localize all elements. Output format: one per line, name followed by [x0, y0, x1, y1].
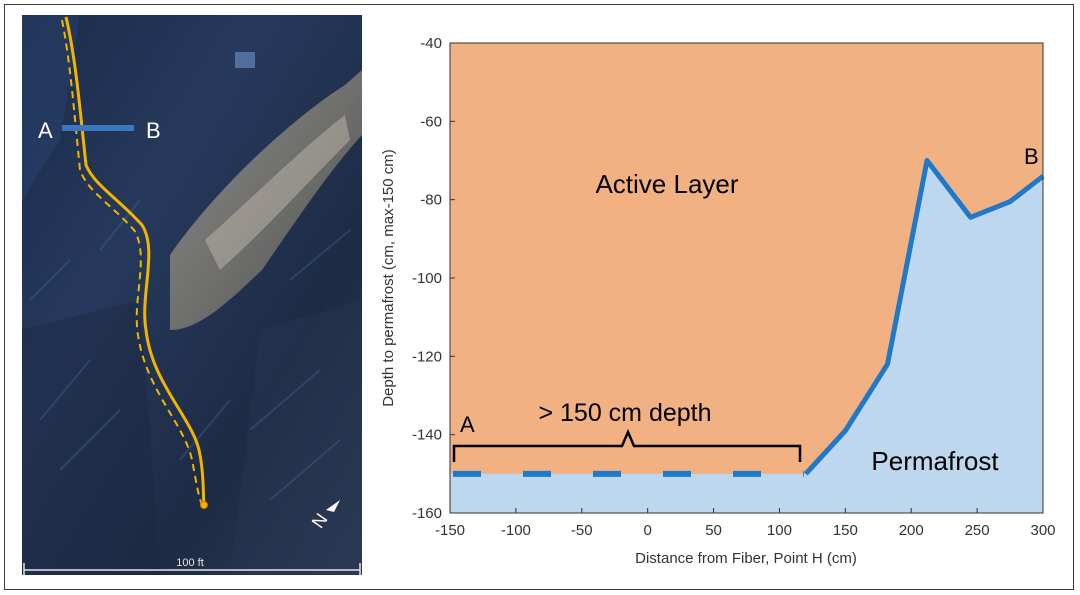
x-tick-label: 100 [767, 522, 792, 539]
y-tick-label: -80 [420, 192, 442, 209]
x-tick-label: 150 [833, 522, 858, 539]
y-tick-label: -60 [420, 113, 442, 130]
scale-bar: 100 ft [23, 557, 361, 577]
active-layer-label: Active Layer [595, 169, 738, 199]
cable-trace-dashed [61, 19, 203, 506]
x-tick-label: 0 [643, 522, 651, 539]
brace-label: > 150 cm depth [538, 399, 711, 427]
y-axis-label: Depth to permafrost (cm, max-150 cm) [380, 149, 397, 407]
x-tick-label: -150 [435, 522, 465, 539]
permafrost-label: Permafrost [871, 446, 999, 476]
permafrost-region [450, 160, 1043, 513]
x-axis-ticks: -150 -100 -50 0 50 100 150 200 250 300 [435, 508, 1056, 539]
y-tick-label: -40 [420, 35, 442, 52]
x-tick-label: -50 [571, 522, 593, 539]
photo-label-a: A [38, 118, 53, 143]
x-tick-label: 50 [705, 522, 722, 539]
y-tick-label: -140 [412, 427, 442, 444]
x-tick-label: 200 [899, 522, 924, 539]
x-tick-label: -100 [501, 522, 531, 539]
point-b-label: B [1024, 144, 1039, 169]
x-axis-label: Distance from Fiber, Point H (cm) [635, 550, 857, 567]
photo-label-b: B [146, 118, 161, 143]
depth-brace [452, 428, 802, 462]
y-axis-ticks: -40 -60 -80 -100 -120 -140 -160 [412, 35, 455, 522]
figure-frame [4, 4, 1074, 590]
depth-series-line [803, 158, 1045, 476]
y-tick-label: -100 [412, 270, 442, 287]
scale-label: 100 ft [176, 557, 204, 569]
x-tick-label: 250 [965, 522, 990, 539]
y-tick-label: -160 [412, 505, 442, 522]
point-a-label: A [460, 412, 475, 437]
cable-end-point [200, 501, 208, 509]
x-tick-label: 300 [1030, 522, 1055, 539]
y-tick-label: -120 [412, 348, 442, 365]
photo-image [22, 15, 362, 575]
